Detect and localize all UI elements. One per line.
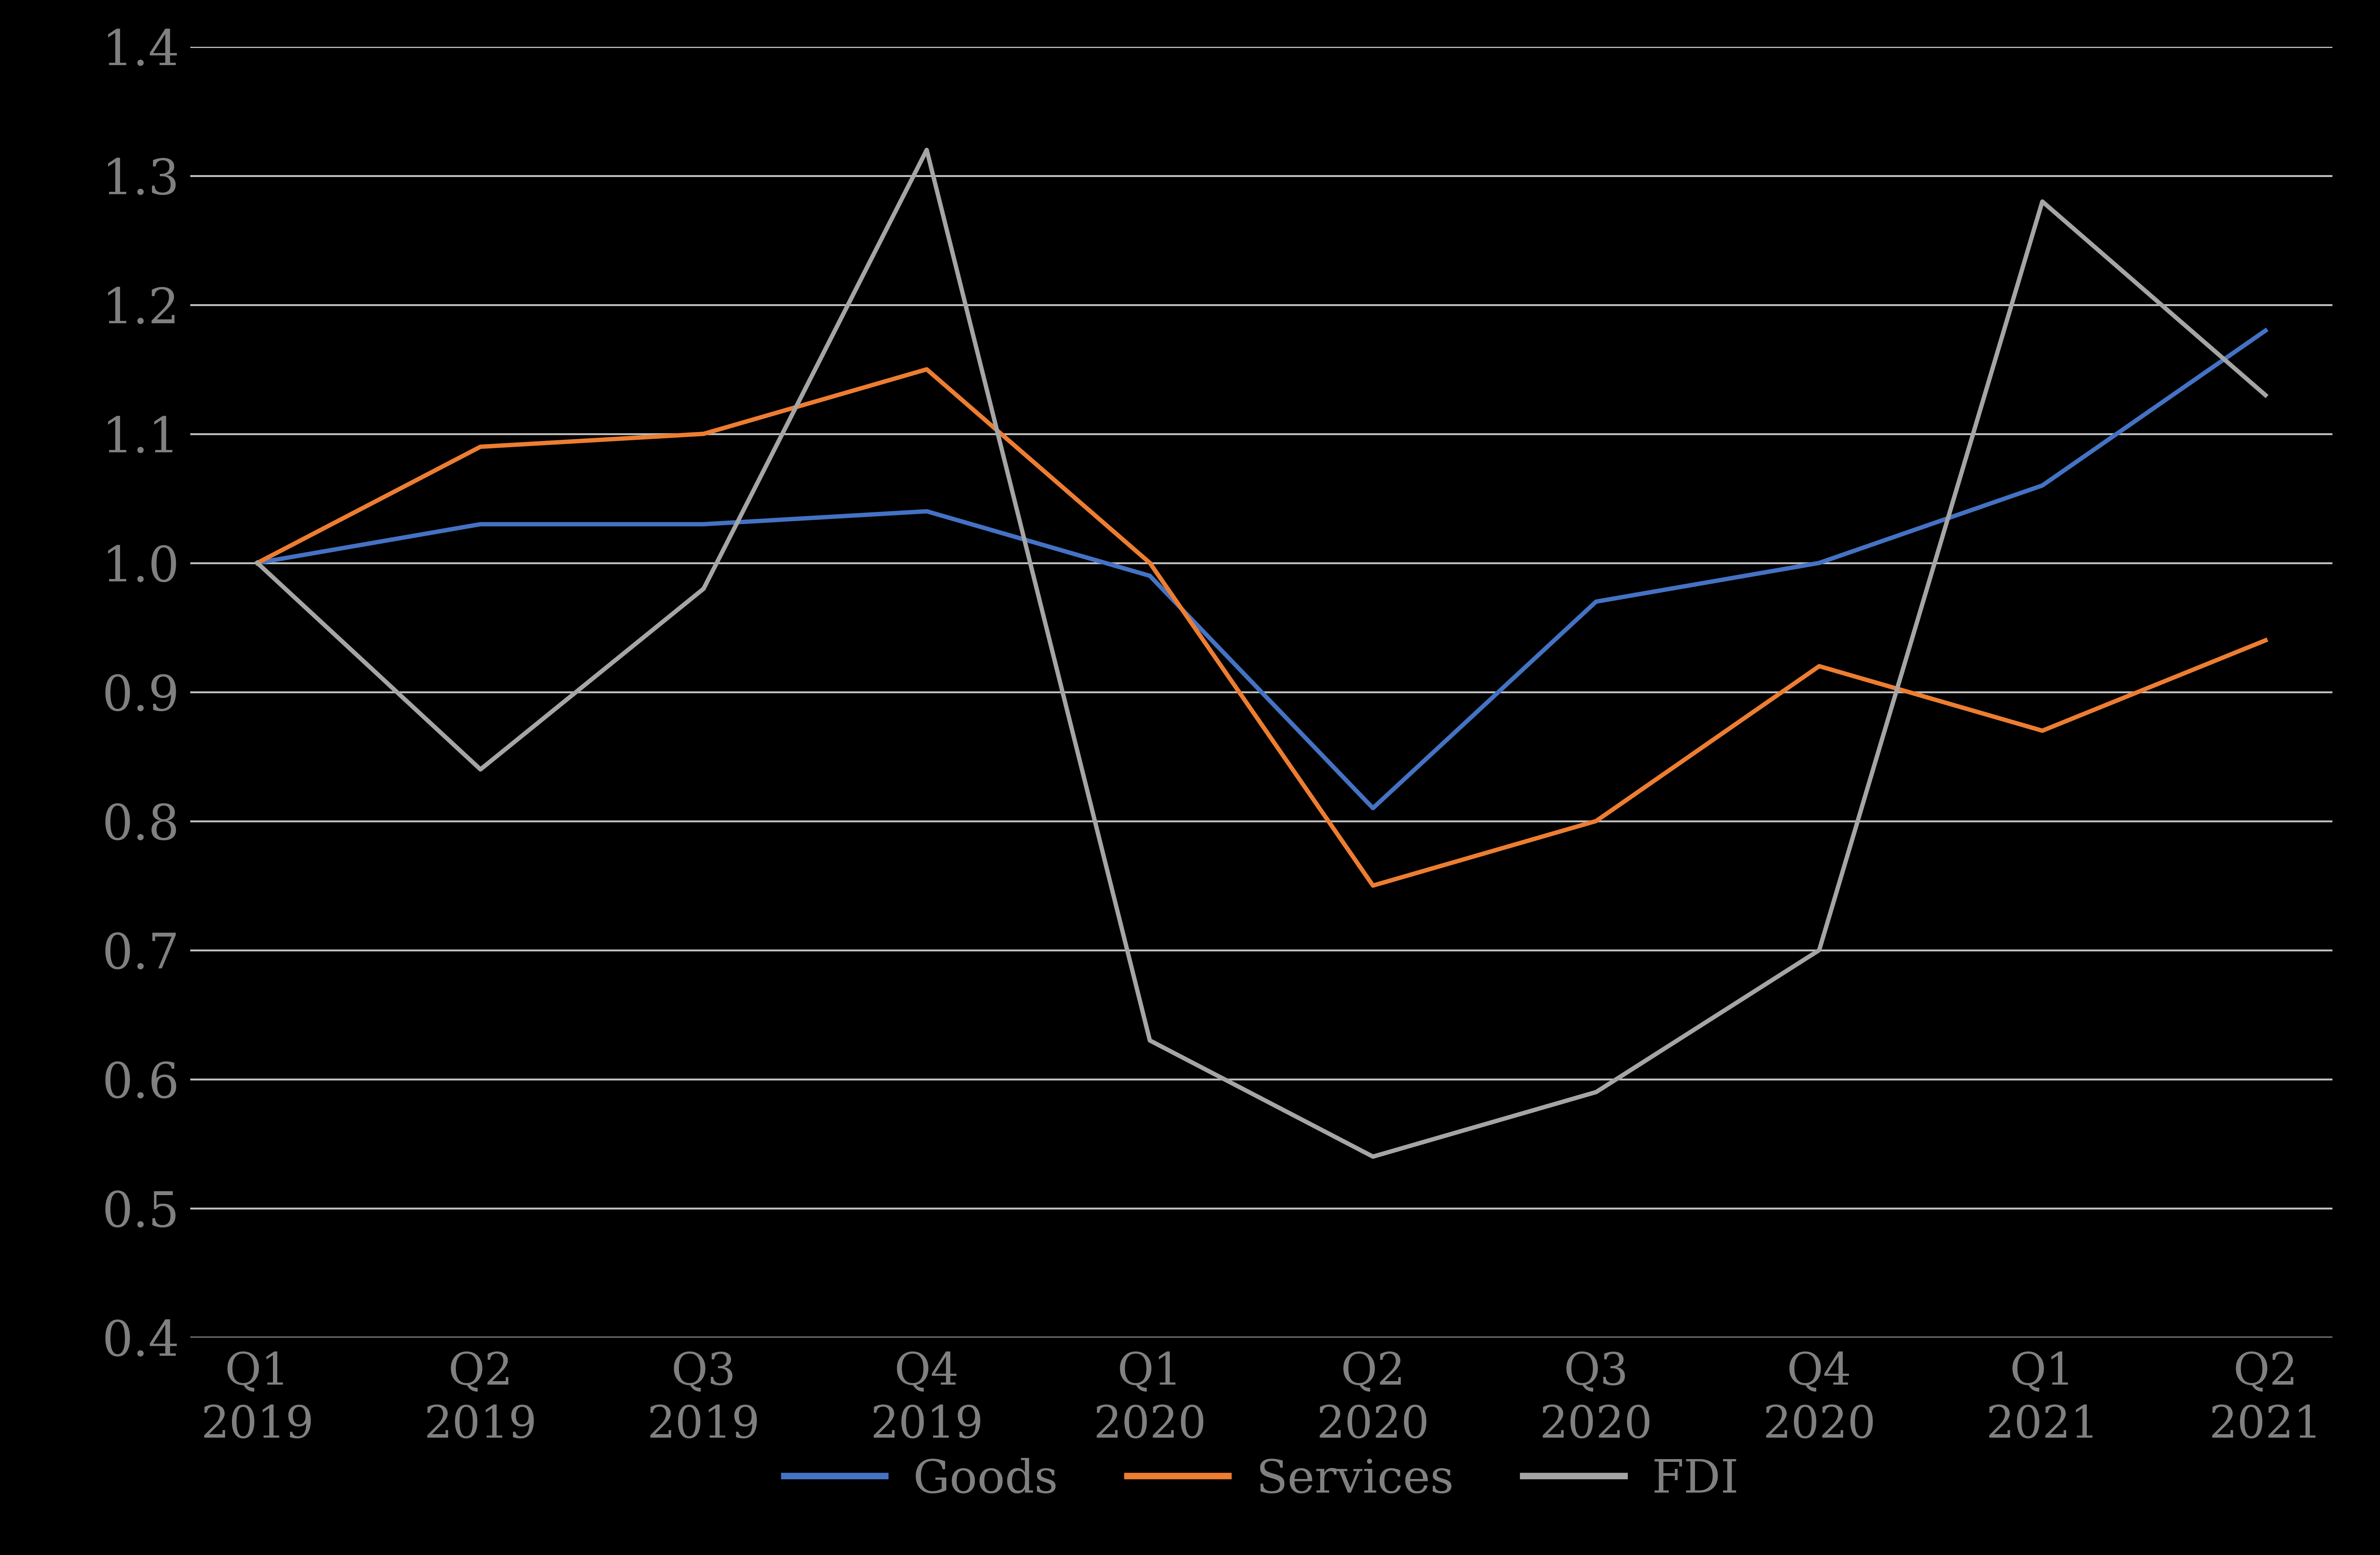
Line: Services: Services — [257, 370, 2266, 886]
FDI — [1135, 1031, 1164, 1050]
Line: Goods: Goods — [257, 331, 2266, 809]
Services — [2028, 722, 2056, 740]
Services — [912, 361, 940, 379]
FDI — [690, 580, 719, 599]
Goods — [2251, 322, 2280, 341]
Goods — [1583, 592, 1611, 611]
Legend: Goods, Services, FDI: Goods, Services, FDI — [766, 1440, 1756, 1521]
FDI — [1583, 1082, 1611, 1101]
FDI — [466, 760, 495, 779]
Services — [2251, 631, 2280, 650]
Goods — [2028, 476, 2056, 494]
Services — [690, 425, 719, 443]
Line: FDI: FDI — [257, 149, 2266, 1157]
Services — [1583, 812, 1611, 830]
Services — [243, 554, 271, 572]
Goods — [690, 515, 719, 533]
FDI — [2251, 386, 2280, 404]
Goods — [1135, 566, 1164, 585]
FDI — [243, 554, 271, 572]
Services — [1135, 554, 1164, 572]
FDI — [1804, 941, 1833, 959]
Services — [1804, 656, 1833, 675]
Services — [1359, 877, 1388, 896]
Services — [466, 437, 495, 456]
FDI — [2028, 193, 2056, 211]
FDI — [1359, 1148, 1388, 1166]
Goods — [243, 554, 271, 572]
FDI — [912, 140, 940, 159]
Goods — [1804, 554, 1833, 572]
Goods — [1359, 799, 1388, 818]
Goods — [466, 515, 495, 533]
Goods — [912, 502, 940, 521]
